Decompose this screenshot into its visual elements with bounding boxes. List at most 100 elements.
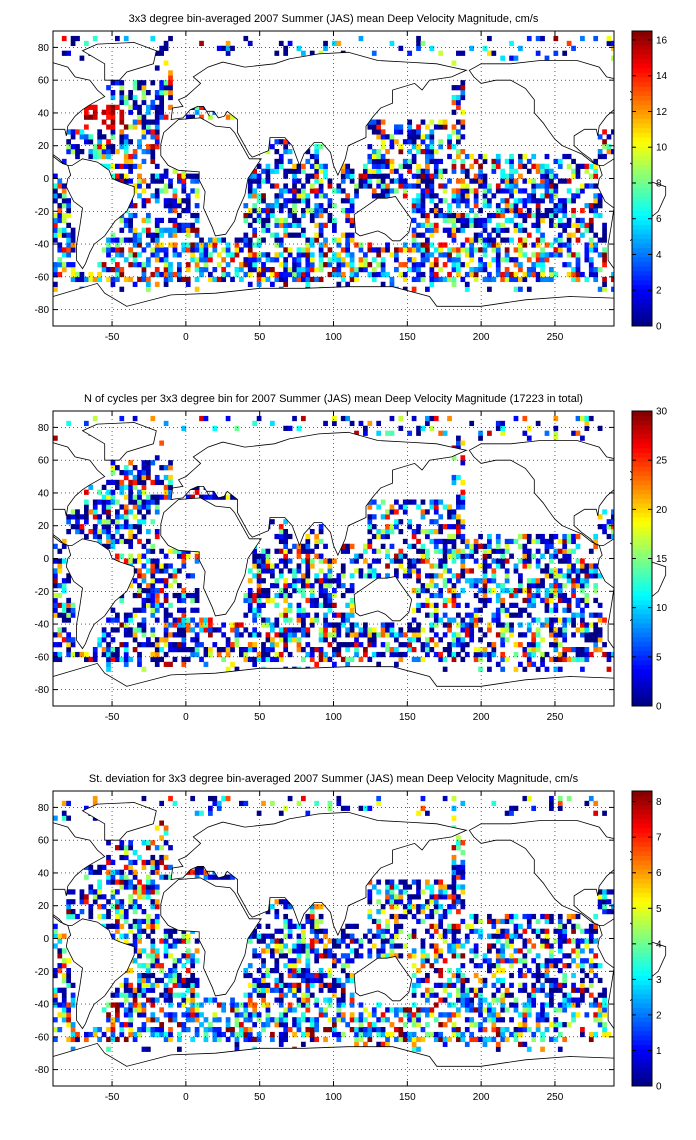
heatmap-cell [101,637,107,643]
heatmap-cell [504,208,510,214]
heatmap-cell [482,262,488,268]
heatmap-cell [513,183,519,189]
heatmap-cell [163,874,169,880]
heatmap-cell [163,607,169,613]
heatmap-cell [106,237,111,243]
heatmap-cell [575,267,581,273]
heatmap-cell [208,874,213,880]
heatmap-cell [394,568,399,574]
heatmap-cell [53,612,58,618]
heatmap-cell [132,627,138,633]
heatmap-cell [247,592,253,599]
heatmap-cell [336,40,342,47]
heatmap-cell [332,222,337,228]
heatmap-cell [265,656,271,663]
heatmap-cell [106,494,111,500]
heatmap-cell [159,85,165,91]
heatmap-cell [491,276,497,283]
heatmap-cell [110,1002,116,1008]
heatmap-cell [504,538,510,545]
heatmap-cell [491,193,497,199]
heatmap-cell [194,938,200,944]
heatmap-cell [301,588,306,594]
heatmap-cell [420,276,426,283]
heatmap-cell [163,203,169,209]
heatmap-cell [88,529,94,535]
heatmap-cell [566,247,572,253]
heatmap-cell [278,262,284,268]
heatmap-cell [402,642,408,648]
colorbar-swatch [632,484,652,490]
heatmap-cell [163,474,169,481]
heatmap-cell [243,257,249,263]
heatmap-cell [562,558,568,564]
heatmap-cell [119,178,125,184]
heatmap-cell [588,257,594,263]
heatmap-cell [389,178,395,184]
heatmap-cell [416,592,421,599]
colorbar-tick-label: 25 [656,456,668,467]
heatmap-cell [402,271,408,278]
heatmap-cell [358,656,364,663]
heatmap-cell [123,144,129,150]
heatmap-cell [154,602,160,608]
heatmap-cell [575,558,581,564]
heatmap-cell [278,40,284,47]
heatmap-cell [154,50,160,56]
heatmap-cell [345,262,351,268]
heatmap-cell [274,592,280,599]
heatmap-cell [146,119,151,125]
heatmap-cell [132,850,138,856]
heatmap-cell [380,183,386,189]
heatmap-cell [482,573,488,579]
heatmap-cell [535,168,541,174]
heatmap-cell [588,203,594,209]
heatmap-cell [518,188,523,194]
heatmap-cell [327,592,333,599]
heatmap-cell [540,178,545,184]
heatmap-cell [358,178,364,184]
heatmap-cell [61,198,67,204]
heatmap-cell [456,529,461,535]
heatmap-cell [566,578,572,584]
heatmap-cell [123,987,129,993]
heatmap-cell [132,479,138,486]
heatmap-cell [190,963,196,969]
heatmap-cell [562,627,568,633]
heatmap-cell [106,519,111,525]
heatmap-cell [540,257,545,263]
heatmap-cell [137,494,142,500]
heatmap-cell [376,183,382,189]
heatmap-cell [451,642,457,648]
heatmap-cell [256,553,262,559]
coast-greenland [81,422,157,461]
heatmap-cell [575,217,581,224]
heatmap-cell [146,845,151,851]
heatmap-cell [447,568,452,574]
heatmap-cell [296,968,302,974]
heatmap-cell [336,632,342,638]
heatmap-cell [194,810,200,816]
heatmap-cell [557,627,563,633]
heatmap-cell [526,198,532,204]
heatmap-cell [460,538,466,545]
heatmap-cell [146,1017,151,1023]
heatmap-cell [265,149,271,155]
heatmap-cell [389,188,395,194]
heatmap-cell [456,129,461,135]
heatmap-cell [159,271,165,278]
heatmap-cell [500,168,506,174]
heatmap-cell [416,548,421,554]
heatmap-cell [473,656,479,663]
heatmap-cell [154,977,160,984]
heatmap-cell [340,642,346,648]
heatmap-cell [119,869,125,875]
heatmap-cell [562,597,568,604]
heatmap-cell [389,504,395,510]
heatmap-cell [270,1017,275,1023]
heatmap-cell [580,627,585,633]
heatmap-cell [119,845,125,851]
heatmap-cell [500,553,506,559]
heatmap-cell [478,237,483,243]
heatmap-cell [287,632,293,638]
